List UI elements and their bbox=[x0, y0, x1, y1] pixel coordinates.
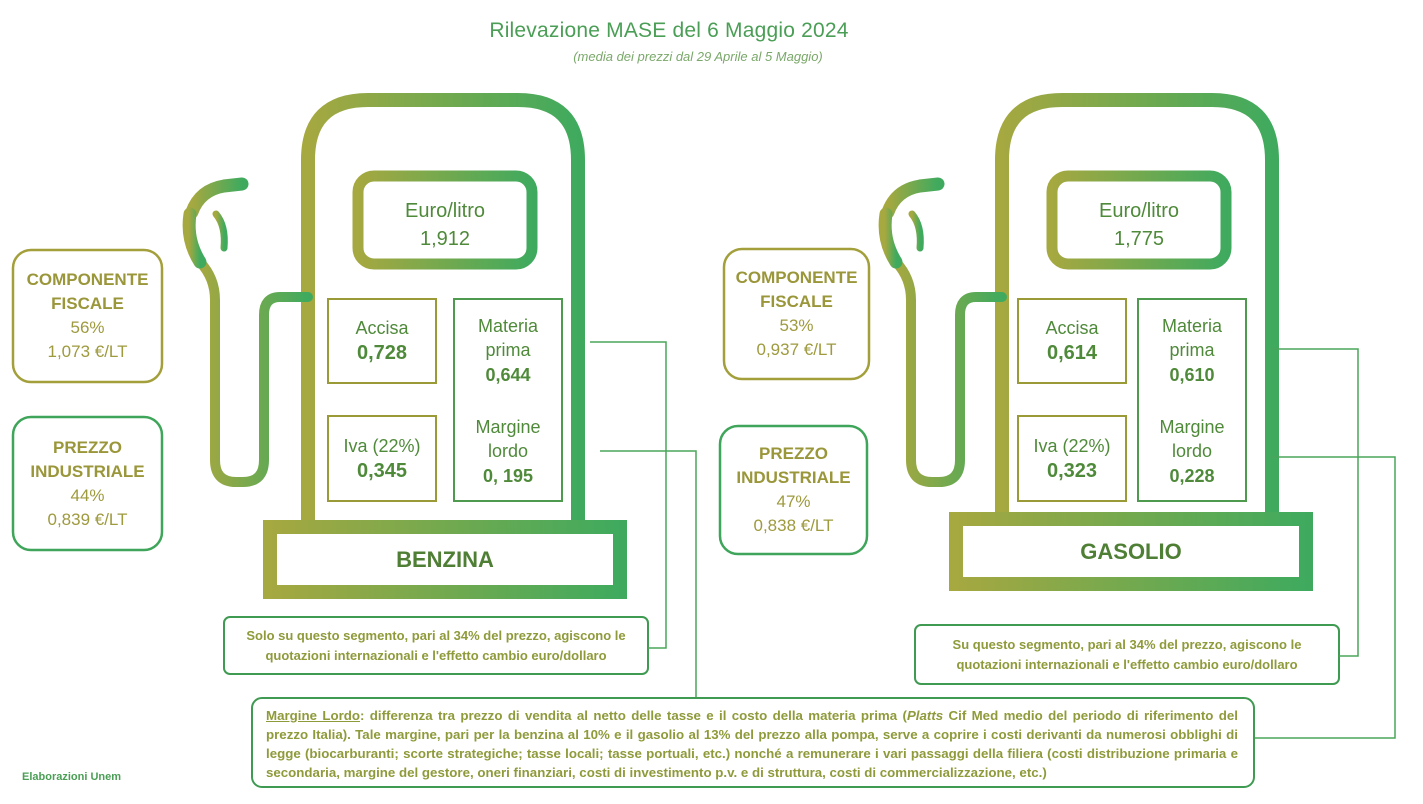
industriale-box-benzina bbox=[453, 298, 563, 502]
materia-label-line2: prima bbox=[1169, 340, 1215, 360]
note-box-gasolio bbox=[914, 624, 1340, 685]
materia-value: 0,644 bbox=[485, 365, 531, 385]
industriale-pill-gasolio bbox=[718, 424, 869, 556]
credit-label: Elaborazioni Unem bbox=[22, 771, 122, 783]
margin-note-part1: : differenza tra prezzo di vendita al ne… bbox=[360, 708, 907, 723]
fiscale-pct: 56% bbox=[70, 318, 105, 337]
accisa-benzina: Accisa 0,728 bbox=[330, 301, 434, 381]
fiscale-line1: COMPONENTE bbox=[26, 270, 149, 289]
margin-note: Margine Lordo: differenza tra prezzo di … bbox=[266, 706, 1238, 782]
iva-box-benzina bbox=[327, 415, 437, 502]
accisa-value: 0,728 bbox=[356, 342, 408, 364]
price-value: 1,775 bbox=[1113, 228, 1165, 250]
fuel-label-gasolio: GASOLIO bbox=[963, 526, 1299, 577]
pump-benzina-shape bbox=[182, 93, 627, 599]
accisa-gasolio: Accisa 0,614 bbox=[1020, 301, 1124, 381]
fiscale-line1: COMPONENTE bbox=[735, 268, 858, 287]
margine-label-line1: Margine bbox=[475, 417, 541, 437]
fiscale-line2: FISCALE bbox=[760, 292, 833, 311]
note-box-benzina bbox=[223, 616, 649, 675]
note-gasolio: Su questo segmento, pari al 34% del prez… bbox=[917, 628, 1337, 682]
price-label: Euro/litro bbox=[404, 200, 486, 222]
industriale-pill-benzina bbox=[11, 415, 164, 552]
margine-lordo-benzina: Margine lordo 0, 195 bbox=[456, 414, 560, 490]
iva-label: Iva (22%) bbox=[343, 435, 421, 456]
accisa-box-benzina bbox=[327, 298, 437, 384]
note-line2: quotazioni internazionali e l'effetto ca… bbox=[956, 657, 1298, 672]
iva-value: 0,345 bbox=[356, 459, 408, 482]
accisa-value: 0,614 bbox=[1046, 342, 1098, 364]
margin-note-term: Margine Lordo bbox=[266, 708, 361, 723]
fuel-name: BENZINA bbox=[396, 546, 494, 572]
margine-lordo-gasolio: Margine lordo 0,228 bbox=[1140, 414, 1244, 490]
fiscale-eur: 1,073 €/LT bbox=[47, 342, 128, 361]
industriale-line2: INDUSTRIALE bbox=[30, 461, 145, 481]
fiscale-eur: 0,937 €/LT bbox=[756, 340, 837, 359]
materia-label-line2: prima bbox=[485, 340, 531, 360]
iva-label: Iva (22%) bbox=[1033, 435, 1111, 456]
fiscale-line2: FISCALE bbox=[51, 294, 124, 313]
industriale-gasolio: PREZZO INDUSTRIALE 47% 0,838 €/LT bbox=[722, 428, 865, 552]
fuel-name: GASOLIO bbox=[1080, 538, 1182, 564]
iva-box-gasolio bbox=[1017, 415, 1127, 502]
price-display-benzina: Euro/litro 1,912 bbox=[363, 196, 527, 254]
margine-label-line1: Margine bbox=[1159, 417, 1225, 437]
price-display-gasolio: Euro/litro 1,775 bbox=[1057, 196, 1221, 254]
industriale-line1: PREZZO bbox=[759, 444, 828, 463]
margin-note-box bbox=[251, 697, 1255, 788]
industriale-box-gasolio bbox=[1137, 298, 1247, 502]
note-line1: Solo su questo segmento, pari al 34% del… bbox=[246, 628, 626, 643]
fiscale-pct: 53% bbox=[779, 316, 814, 335]
note-benzina: Solo su questo segmento, pari al 34% del… bbox=[226, 620, 646, 672]
industriale-pct: 47% bbox=[776, 492, 811, 511]
industriale-line2: INDUSTRIALE bbox=[736, 468, 851, 487]
fiscale-pill-gasolio bbox=[722, 247, 871, 381]
pump-gasolio-shape bbox=[878, 93, 1313, 591]
industriale-line1: PREZZO bbox=[53, 437, 122, 457]
accisa-box-gasolio bbox=[1017, 298, 1127, 384]
iva-value: 0,323 bbox=[1046, 459, 1098, 482]
materia-label-line1: Materia bbox=[1161, 316, 1223, 336]
connector-materia-benzina bbox=[590, 341, 667, 649]
margin-note-platts: Platts bbox=[906, 708, 944, 723]
iva-gasolio: Iva (22%) 0,323 bbox=[1020, 418, 1124, 499]
materia-label-line1: Materia bbox=[477, 316, 539, 336]
page-subtitle: (media dei prezzi dal 29 Aprile al 5 Mag… bbox=[573, 49, 823, 64]
margine-label-line2: lordo bbox=[1171, 441, 1213, 461]
fiscale-benzina: COMPONENTE FISCALE 56% 1,073 €/LT bbox=[15, 252, 160, 380]
page-title: Rilevazione MASE del 6 Maggio 2024 bbox=[489, 19, 849, 42]
margine-value: 0,228 bbox=[1169, 466, 1215, 486]
margine-value: 0, 195 bbox=[482, 466, 534, 486]
industriale-eur: 0,838 €/LT bbox=[753, 516, 834, 535]
materia-value: 0,610 bbox=[1169, 365, 1215, 385]
margin-note-part2: Cif Med medio del periodo di riferimento… bbox=[266, 708, 1238, 780]
margine-label-line2: lordo bbox=[487, 441, 529, 461]
materia-prima-gasolio: Materia prima 0,610 bbox=[1140, 313, 1244, 389]
note-line2: quotazioni internazionali e l'effetto ca… bbox=[265, 648, 607, 663]
connector-margine-gasolio bbox=[1254, 456, 1396, 739]
industriale-eur: 0,839 €/LT bbox=[47, 509, 128, 529]
price-value: 1,912 bbox=[419, 228, 471, 250]
accisa-label: Accisa bbox=[355, 318, 409, 338]
note-line1: Su questo segmento, pari al 34% del prez… bbox=[952, 637, 1302, 652]
industriale-pct: 44% bbox=[70, 485, 105, 505]
fiscale-gasolio: COMPONENTE FISCALE 53% 0,937 €/LT bbox=[726, 251, 867, 377]
materia-prima-benzina: Materia prima 0,644 bbox=[456, 313, 560, 389]
industriale-benzina: PREZZO INDUSTRIALE 44% 0,839 €/LT bbox=[15, 419, 160, 548]
fiscale-pill-benzina bbox=[11, 248, 164, 384]
fuel-label-benzina: BENZINA bbox=[277, 534, 613, 585]
accisa-label: Accisa bbox=[1045, 318, 1099, 338]
connector-margine-benzina bbox=[600, 450, 697, 698]
connector-materia-gasolio bbox=[1272, 348, 1359, 657]
price-label: Euro/litro bbox=[1098, 200, 1180, 222]
iva-benzina: Iva (22%) 0,345 bbox=[330, 418, 434, 499]
